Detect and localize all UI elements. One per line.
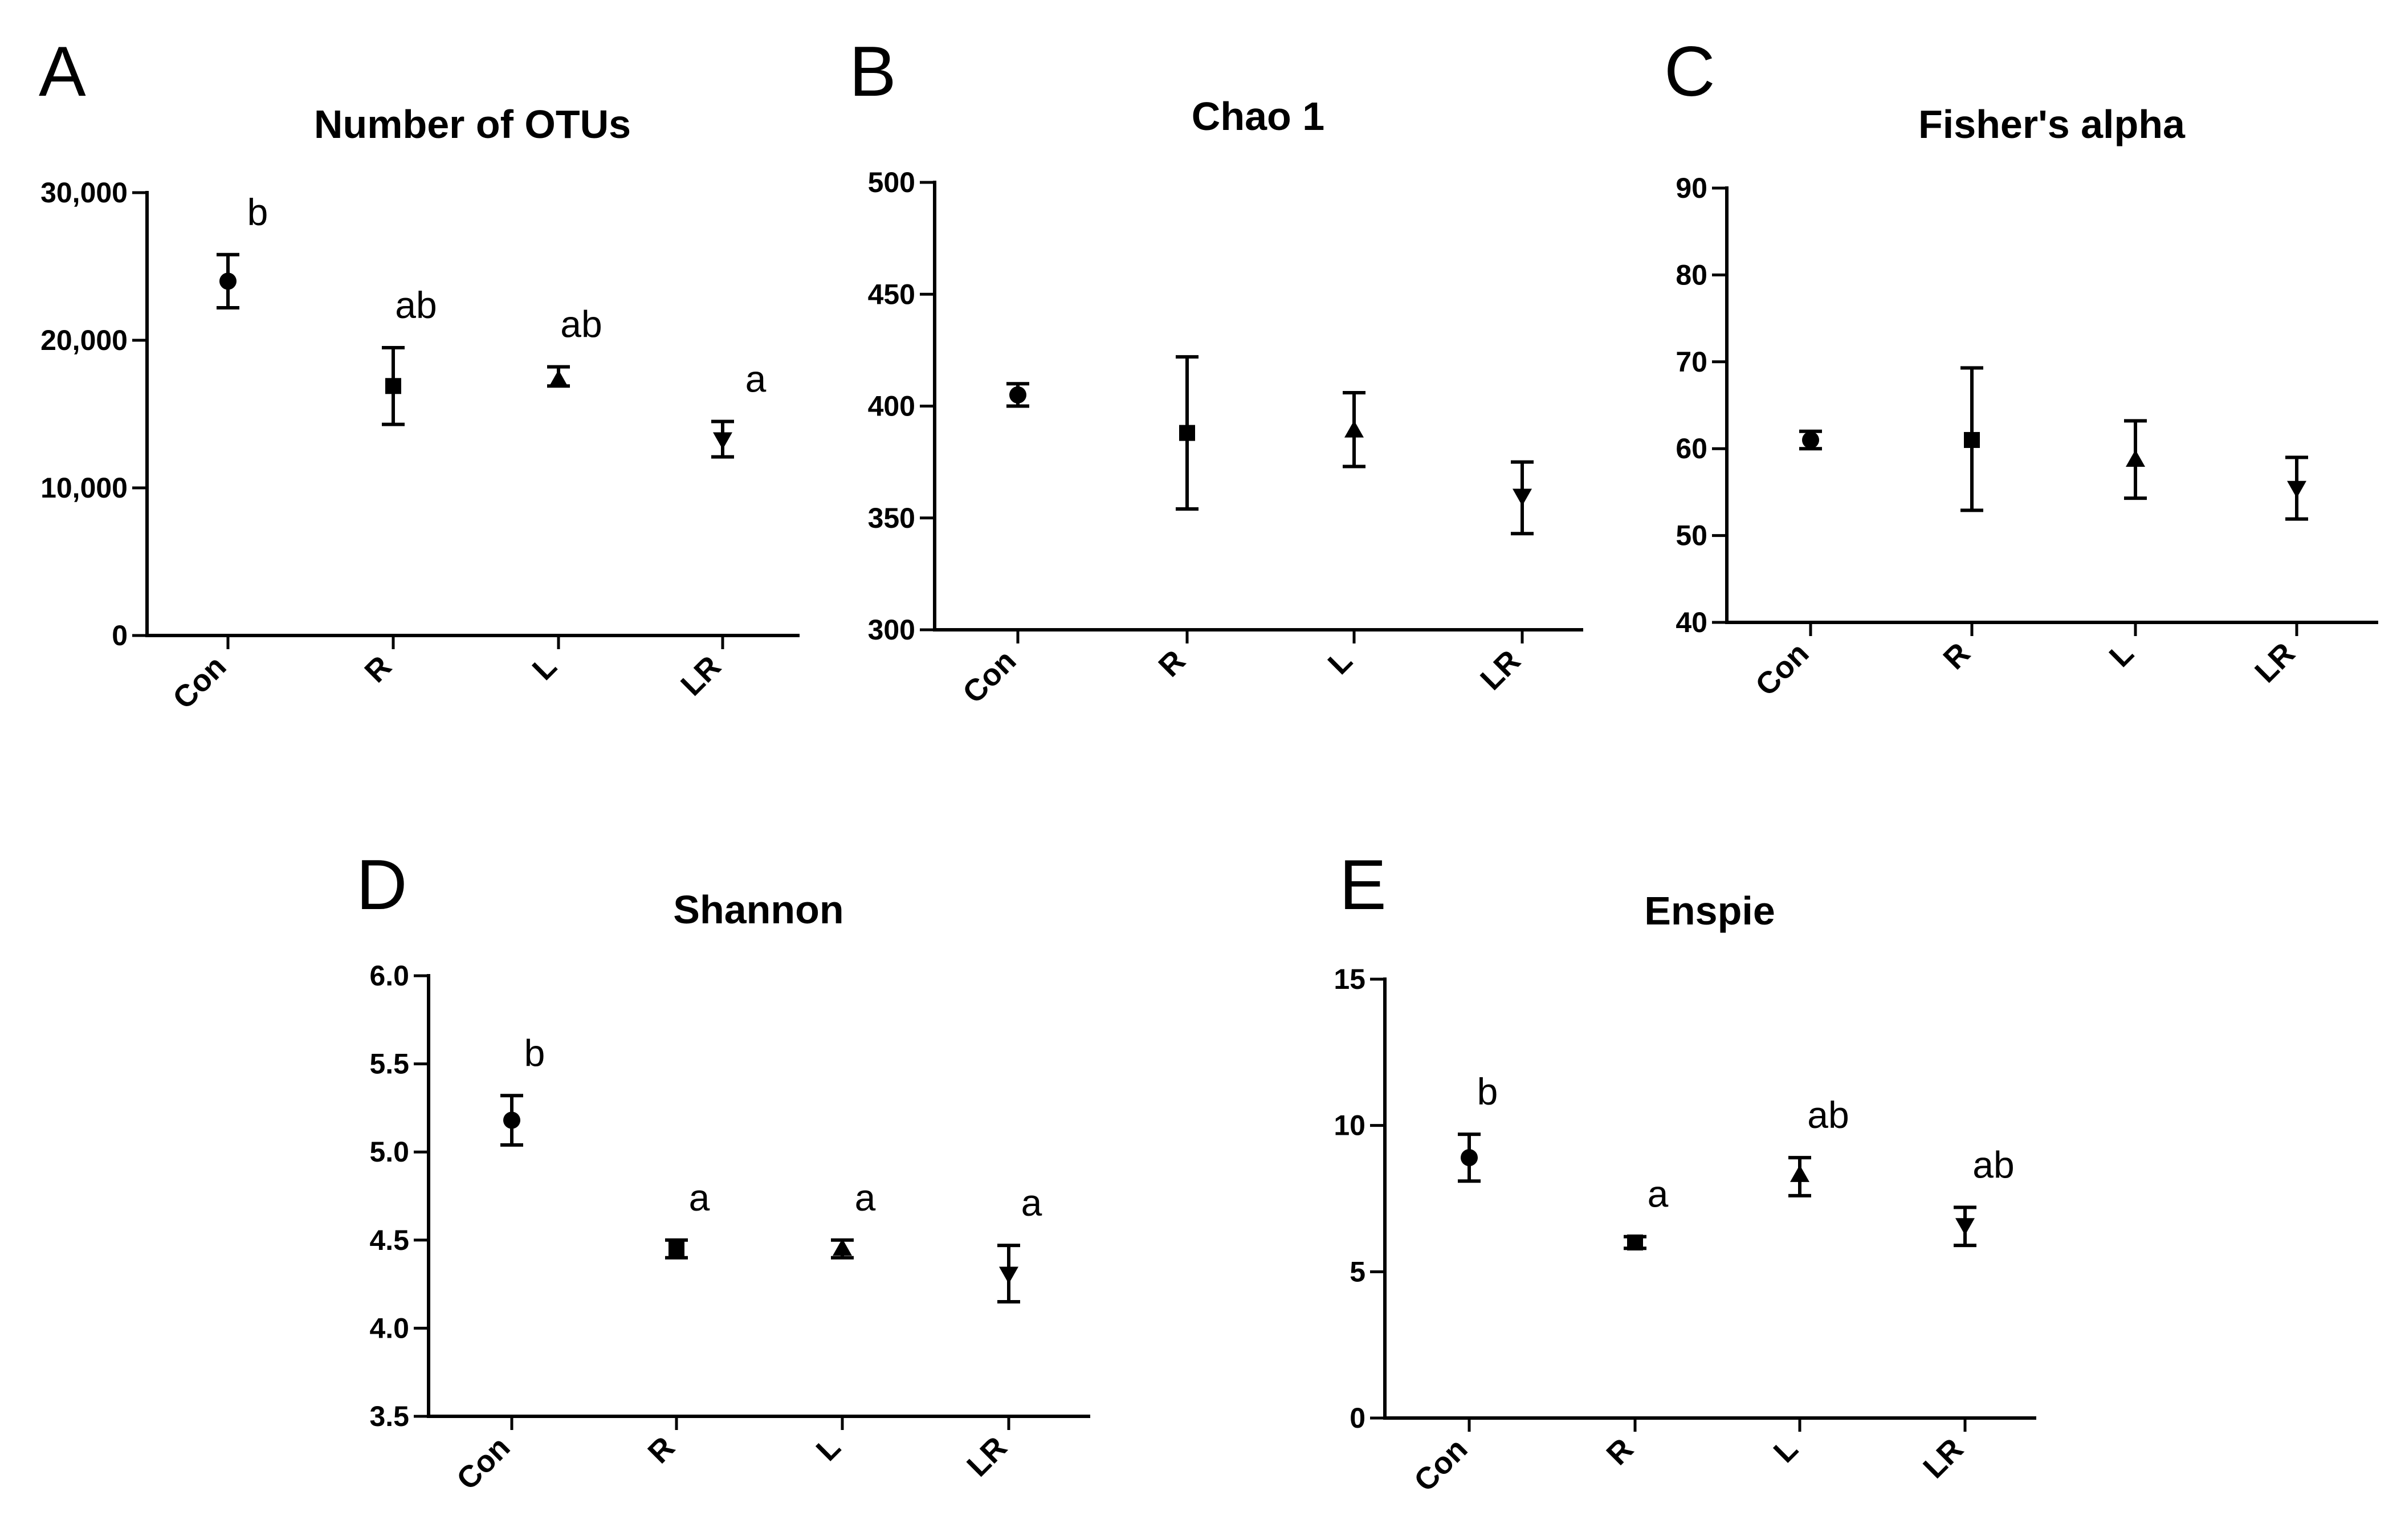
panel-c-data-point [1802, 431, 1819, 449]
panel-a-significance-label: b [247, 191, 268, 233]
panel-a-data-point [713, 432, 732, 450]
panel-c-y-tick-label: 50 [1676, 520, 1707, 552]
panel-b-data-point [1009, 386, 1026, 404]
panel-c-y-tick-label: 60 [1676, 433, 1707, 465]
panel-a-y-tick-label: 30,000 [40, 177, 128, 209]
panel-d-data-point [833, 1238, 852, 1256]
panel-c-y-tick-label: 90 [1676, 172, 1707, 204]
panel-b-title: Chao 1 [1192, 94, 1324, 138]
panel-d-significance-label: a [1021, 1182, 1042, 1224]
panel-e-significance-label: ab [1972, 1143, 2014, 1185]
panel-b-data-point [1179, 425, 1195, 441]
panel-a-significance-label: a [745, 357, 767, 400]
panel-e-data-point [1790, 1164, 1809, 1182]
panel-a-y-tick-label: 10,000 [40, 472, 128, 504]
panel-c-data-point [2126, 450, 2145, 467]
panel-b-y-tick-label: 350 [868, 502, 915, 534]
panel-b-y-tick-label: 400 [868, 390, 915, 422]
panel-a-title: Number of OTUs [314, 102, 631, 146]
panel-c-y-tick-label: 40 [1676, 606, 1707, 638]
panel-b-data-point [1513, 488, 1532, 506]
panel-d-y-tick-label: 5.5 [369, 1048, 409, 1080]
panel-a-data-point [549, 369, 568, 387]
panel-d-letter: D [356, 846, 407, 924]
panel-d-data-point [999, 1266, 1018, 1284]
panel-d-y-tick-label: 4.5 [369, 1224, 409, 1256]
panel-d-data-point [503, 1111, 520, 1129]
panel-d-y-tick-label: 4.0 [369, 1312, 409, 1344]
panel-b-y-tick-label: 500 [868, 166, 915, 198]
panel-a-data-point [385, 378, 401, 394]
panel-c-data-point [1964, 431, 1980, 448]
panel-d-y-tick-label: 5.0 [369, 1136, 409, 1168]
panel-a-y-tick-label: 20,000 [40, 324, 128, 356]
panel-e-significance-label: ab [1807, 1094, 1849, 1136]
panel-c-title: Fisher's alpha [1918, 102, 2186, 146]
panel-e-letter: E [1339, 846, 1387, 924]
panel-a-significance-label: ab [560, 303, 602, 345]
panel-d-title: Shannon [673, 887, 843, 932]
panel-b-letter: B [849, 32, 896, 111]
panel-e-y-tick-label: 15 [1334, 963, 1365, 995]
panel-d-significance-label: a [855, 1176, 876, 1219]
panel-c-y-tick-label: 80 [1676, 259, 1707, 291]
panel-e-data-point [1461, 1149, 1478, 1167]
panel-e-y-tick-label: 10 [1334, 1110, 1365, 1142]
panel-c-letter: C [1664, 32, 1715, 111]
panel-d-data-point [668, 1241, 684, 1257]
panel-a-y-tick-label: 0 [112, 620, 128, 651]
panel-a-significance-label: ab [395, 284, 437, 326]
panel-e-y-tick-label: 5 [1350, 1256, 1365, 1288]
panel-d-y-tick-label: 3.5 [369, 1400, 409, 1432]
panel-e-title: Enspie [1644, 889, 1775, 933]
panel-e-data-point [1955, 1218, 1975, 1236]
panel-e-y-tick-label: 0 [1350, 1402, 1365, 1434]
panel-b-y-tick-label: 300 [868, 614, 915, 646]
panel-d-significance-label: b [524, 1032, 545, 1074]
panel-e-data-point [1627, 1235, 1643, 1250]
panel-d-significance-label: a [689, 1176, 710, 1219]
panel-b-data-point [1344, 420, 1364, 438]
panel-c-data-point [2287, 480, 2306, 498]
panel-a-letter: A [39, 32, 86, 111]
panel-e-significance-label: a [1648, 1173, 1669, 1215]
panel-a-data-point [219, 272, 237, 290]
panel-e-significance-label: b [1477, 1070, 1498, 1113]
panel-c-y-tick-label: 70 [1676, 346, 1707, 378]
panel-d-y-tick-label: 6.0 [369, 960, 409, 992]
panel-b-y-tick-label: 450 [868, 278, 915, 310]
